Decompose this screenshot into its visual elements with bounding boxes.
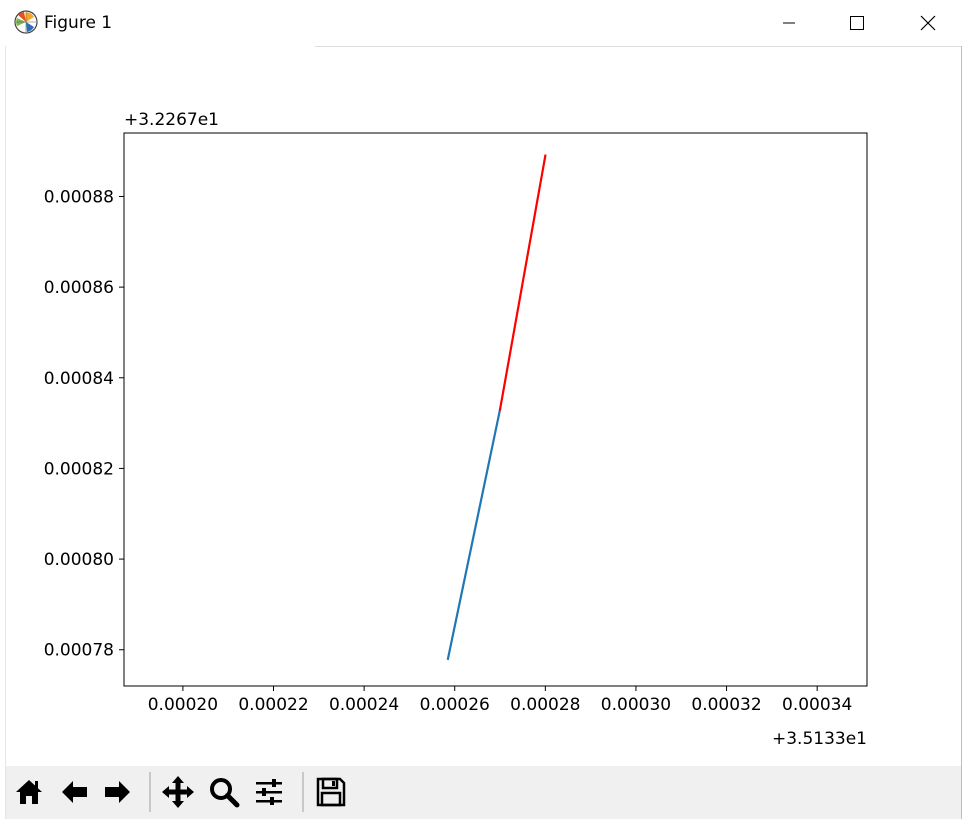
- x-tick-label: 0.00020: [148, 695, 218, 715]
- x-tick-label: 0.00028: [510, 695, 580, 715]
- maximize-icon: [850, 16, 864, 30]
- x-tick-label: 0.00032: [691, 695, 761, 715]
- window-border-left: [5, 46, 6, 819]
- x-tick-label: 0.00034: [782, 695, 852, 715]
- window-title: Figure 1: [44, 13, 113, 33]
- minimize-button[interactable]: [759, 0, 819, 46]
- y-tick-label: 0.00082: [44, 459, 114, 479]
- y-tick-label: 0.00084: [44, 369, 114, 389]
- arrow-right-icon: [105, 781, 130, 803]
- toolbar-separator: [302, 772, 304, 812]
- magnifier-icon: [210, 778, 240, 808]
- title-bar[interactable]: Figure 1: [0, 0, 973, 46]
- y-tick-label: 0.00088: [44, 187, 114, 207]
- home-button[interactable]: [9, 772, 49, 812]
- x-tick-label: 0.00024: [329, 695, 399, 715]
- x-tick-label: 0.00022: [238, 695, 308, 715]
- back-button[interactable]: [54, 772, 94, 812]
- move-icon: [162, 776, 194, 808]
- pan-button[interactable]: [158, 772, 198, 812]
- series-line-0: [446, 408, 502, 661]
- window-border-right: [961, 46, 962, 819]
- configure-subplots-button[interactable]: [249, 772, 289, 812]
- maximize-button[interactable]: [827, 0, 887, 46]
- sliders-icon: [256, 779, 282, 805]
- axes-frame: [123, 132, 868, 687]
- x-tick-label: 0.00030: [601, 695, 671, 715]
- matplotlib-icon: [14, 10, 38, 34]
- navigation-toolbar: [6, 766, 961, 819]
- y-offset-label: +3.2267e1: [124, 110, 219, 130]
- save-button[interactable]: [311, 772, 351, 812]
- close-icon: [920, 15, 936, 31]
- title-divider: [315, 46, 961, 47]
- minimize-icon: [783, 22, 795, 24]
- x-offset-label: +3.5133e1: [772, 729, 867, 749]
- figure-canvas[interactable]: 0.00020 0.00022 0.00024 0.00026 0.00028 0.000…: [0, 47, 961, 766]
- forward-button[interactable]: [98, 772, 138, 812]
- floppy-disk-icon: [316, 777, 346, 807]
- x-tick-label: 0.00026: [420, 695, 490, 715]
- y-tick-label: 0.00080: [44, 550, 114, 570]
- zoom-button[interactable]: [204, 772, 244, 812]
- y-tick-label: 0.00086: [44, 278, 114, 298]
- toolbar-separator: [149, 772, 151, 812]
- close-button[interactable]: [898, 0, 958, 46]
- series-line-1: [498, 154, 547, 411]
- arrow-left-icon: [62, 781, 87, 803]
- home-icon: [16, 780, 42, 804]
- y-tick-label: 0.00078: [44, 641, 114, 661]
